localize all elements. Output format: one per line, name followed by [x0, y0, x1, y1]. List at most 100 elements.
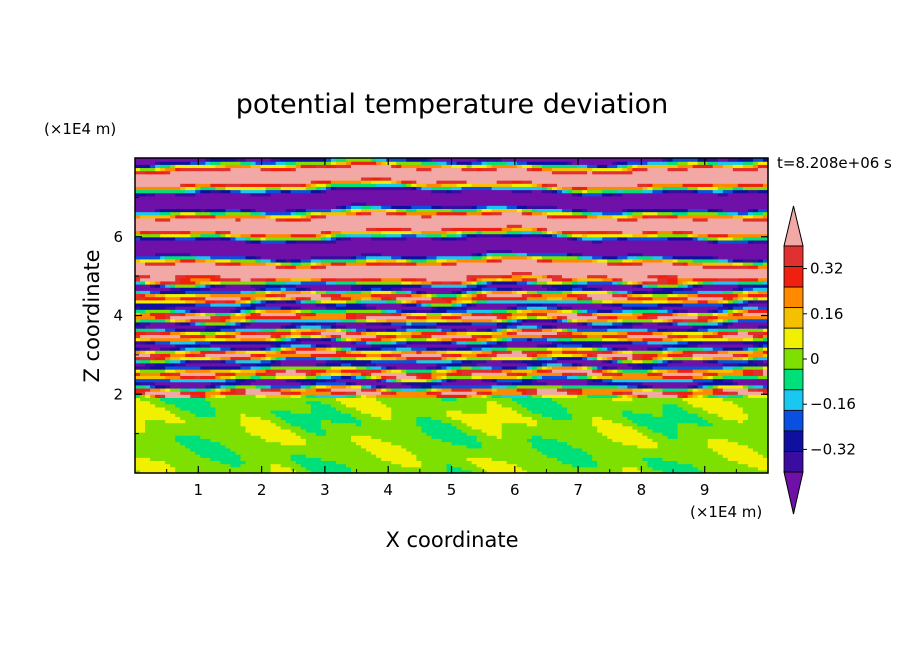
- heatmap-cell: [662, 463, 669, 468]
- heatmap-cell: [486, 444, 493, 449]
- heatmap-cell: [577, 403, 583, 408]
- heatmap-cell: [361, 438, 367, 443]
- heatmap-cell: [682, 460, 689, 465]
- heatmap-cell: [185, 432, 191, 436]
- heatmap-cell: [275, 381, 282, 386]
- heatmap-cell: [225, 369, 232, 373]
- heatmap-cell: [305, 369, 312, 373]
- heatmap-cell: [692, 375, 699, 380]
- heatmap-cell: [200, 466, 206, 471]
- heatmap-cell: [702, 375, 709, 380]
- heatmap-cell: [160, 454, 166, 458]
- heatmap-cell: [310, 419, 317, 424]
- heatmap-cell: [572, 369, 578, 373]
- heatmap-cell: [185, 425, 191, 430]
- heatmap-cell: [175, 450, 181, 455]
- heatmap-cell: [225, 441, 232, 446]
- heatmap-cell: [340, 394, 347, 398]
- heatmap-cell: [235, 375, 242, 380]
- heatmap-cell: [692, 419, 699, 424]
- heatmap-cell: [562, 441, 568, 446]
- heatmap-cell: [426, 460, 432, 465]
- heatmap-cell: [642, 375, 649, 380]
- heatmap-cell: [416, 432, 422, 436]
- heatmap-cell: [210, 387, 216, 392]
- heatmap-cell: [245, 413, 252, 417]
- heatmap-cell: [541, 460, 548, 465]
- heatmap-cell: [657, 438, 664, 443]
- heatmap-cell: [582, 422, 588, 427]
- heatmap-cell: [376, 413, 382, 417]
- heatmap-cell: [516, 454, 523, 458]
- heatmap-cell: [667, 425, 674, 430]
- heatmap-cell: [486, 387, 493, 392]
- heatmap-cell: [270, 444, 277, 449]
- heatmap-cell: [471, 365, 478, 370]
- heatmap-cell: [622, 444, 628, 449]
- heatmap-cell: [471, 419, 478, 424]
- heatmap-cell: [205, 369, 211, 373]
- heatmap-cell: [205, 435, 211, 439]
- heatmap-cell: [235, 369, 242, 373]
- heatmap-cell: [300, 372, 307, 376]
- heatmap-cell: [476, 441, 483, 446]
- heatmap-cell: [546, 400, 553, 405]
- heatmap-cell: [476, 394, 483, 398]
- heatmap-cell: [325, 454, 332, 458]
- heatmap-cell: [260, 469, 267, 474]
- heatmap-cell: [637, 441, 643, 446]
- heatmap-cell: [471, 444, 478, 449]
- heatmap-cell: [466, 425, 473, 430]
- heatmap-cell: [175, 425, 181, 430]
- heatmap-cell: [255, 378, 262, 383]
- heatmap-cell: [511, 454, 518, 458]
- heatmap-cell: [602, 410, 608, 414]
- heatmap-cell: [170, 378, 176, 383]
- heatmap-cell: [215, 469, 221, 474]
- heatmap-cell: [516, 428, 523, 433]
- heatmap-cell: [270, 397, 277, 402]
- heatmap-cell: [165, 447, 171, 452]
- heatmap-cell: [315, 444, 322, 449]
- heatmap-cell: [752, 384, 759, 389]
- heatmap-cell: [612, 422, 618, 427]
- heatmap-cell: [521, 425, 528, 430]
- heatmap-cell: [145, 441, 151, 446]
- heatmap-cell: [416, 422, 422, 427]
- heatmap-cell: [632, 466, 638, 471]
- heatmap-cell: [652, 419, 659, 424]
- heatmap-cell: [647, 432, 654, 436]
- heatmap-cell: [456, 425, 463, 430]
- heatmap-cell: [165, 372, 171, 376]
- heatmap-cell: [642, 394, 649, 398]
- heatmap-cell: [280, 375, 287, 380]
- heatmap-cell: [516, 447, 523, 452]
- heatmap-cell: [501, 413, 508, 417]
- heatmap-cell: [175, 460, 181, 465]
- heatmap-cell: [210, 463, 216, 468]
- heatmap-cell: [516, 450, 523, 455]
- heatmap-cell: [617, 419, 623, 424]
- heatmap-cell: [396, 369, 402, 373]
- heatmap-cell: [491, 394, 498, 398]
- heatmap-cell: [255, 457, 262, 461]
- heatmap-cell: [135, 435, 141, 439]
- heatmap-cell: [200, 394, 206, 398]
- heatmap-cell: [170, 391, 176, 395]
- heatmap-cell: [325, 419, 332, 424]
- heatmap-cell: [215, 419, 221, 424]
- heatmap-cell: [642, 432, 649, 436]
- heatmap-cell: [431, 397, 438, 402]
- heatmap-cell: [451, 438, 458, 443]
- heatmap-cell: [320, 419, 327, 424]
- heatmap-cell: [235, 362, 242, 367]
- heatmap-cell: [315, 422, 322, 427]
- heatmap-cell: [526, 435, 533, 439]
- heatmap-cell: [546, 438, 553, 443]
- heatmap-cell: [557, 435, 563, 439]
- heatmap-cell: [551, 365, 558, 370]
- heatmap-cell: [637, 428, 643, 433]
- heatmap-cell: [602, 391, 608, 395]
- heatmap-cell: [657, 419, 664, 424]
- heatmap-cell: [356, 444, 362, 449]
